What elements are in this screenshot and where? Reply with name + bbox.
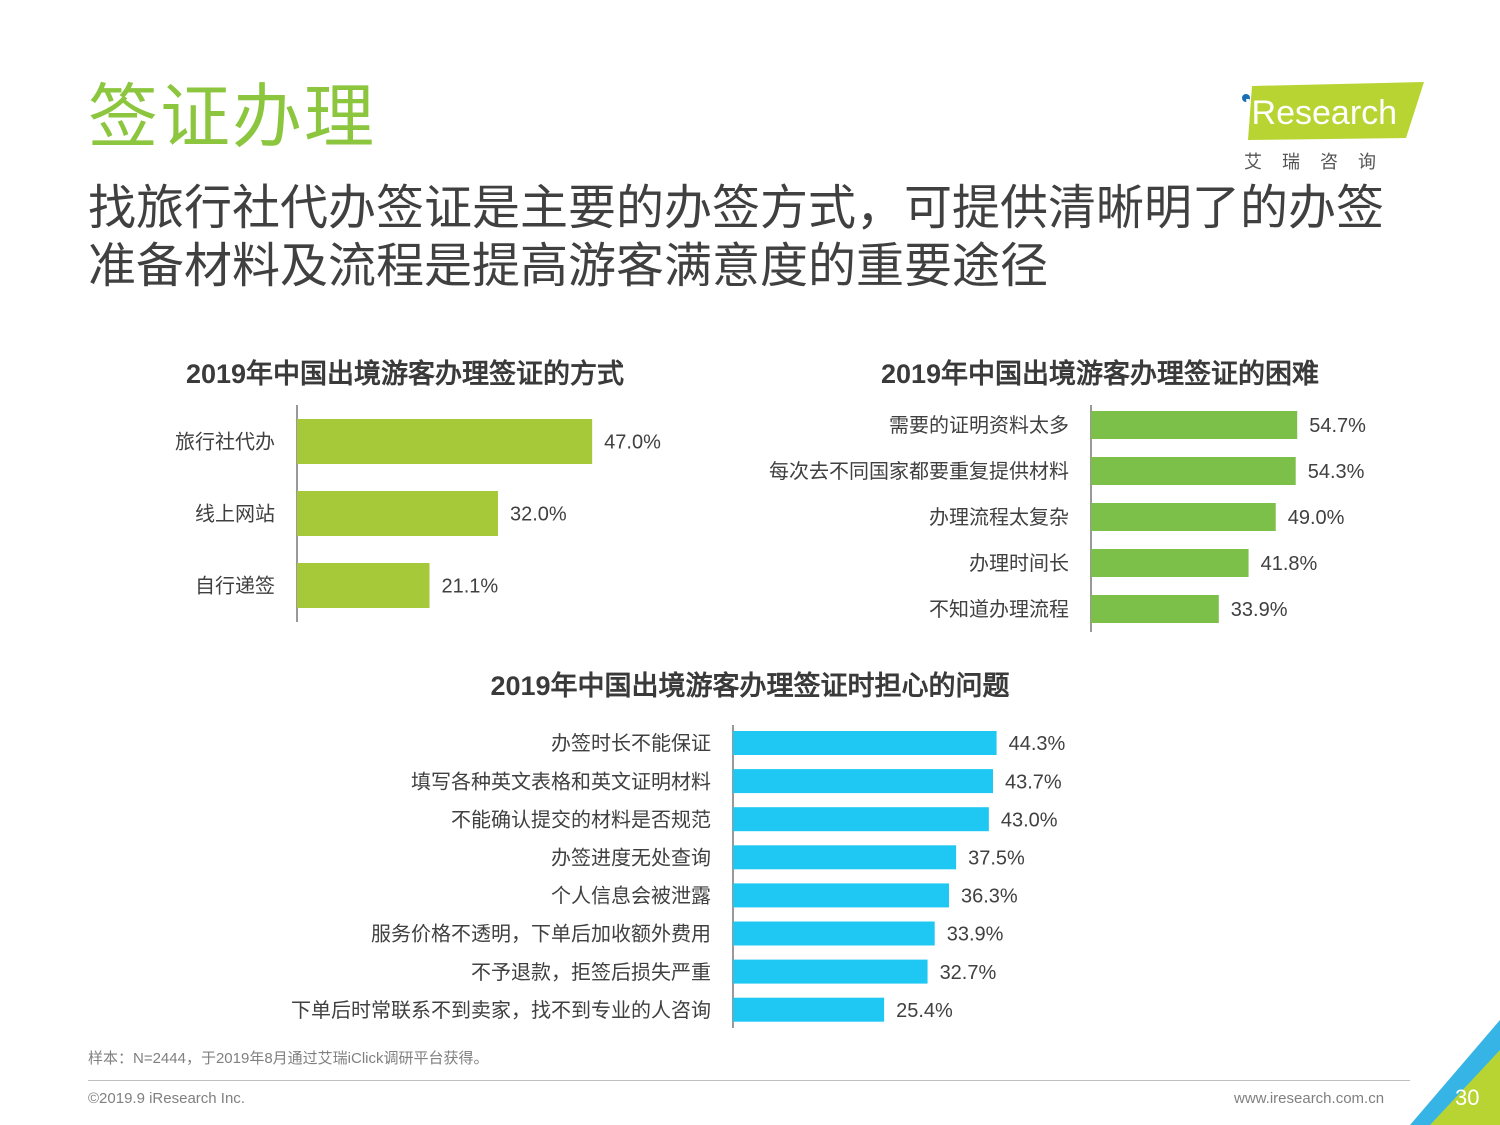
chart3-value-label: 37.5% bbox=[968, 848, 1025, 870]
chart3-category-label: 不能确认提交的材料是否规范 bbox=[451, 808, 711, 831]
chart3-category-label: 下单后时常联系不到卖家，找不到专业的人咨询 bbox=[291, 999, 711, 1022]
chart3-category-label: 个人信息会被泄露 bbox=[551, 885, 711, 908]
chart2-value-label: 54.7% bbox=[1309, 415, 1366, 437]
chart3-value-label: 33.9% bbox=[947, 924, 1004, 946]
chart2-category-label: 需要的证明资料太多 bbox=[889, 414, 1069, 437]
footer-divider bbox=[88, 1080, 1410, 1081]
chart1-category-label: 自行递签 bbox=[195, 575, 275, 598]
chart2-value-label: 41.8% bbox=[1261, 553, 1318, 575]
chart1-bar bbox=[297, 419, 593, 464]
chart1-value-label: 21.1% bbox=[442, 576, 499, 598]
chart2-bar bbox=[1091, 549, 1249, 577]
chart3-bar bbox=[733, 769, 994, 794]
copyright-text: ©2019.9 iResearch Inc. bbox=[88, 1090, 245, 1107]
chart2-plot: 需要的证明资料太多 54.7% 每次去不同国家都要重复提供材料 54.3% 办理流程太复… bbox=[769, 405, 1366, 632]
page-subtitle: 找旅行社代办签证是主要的办签方式，可提供清晰明了的办签准备材料及流程是提高游客满… bbox=[88, 182, 1385, 293]
chart2-bar bbox=[1091, 457, 1296, 485]
chart2-title: 2019年中国出境游客办理签证的困难 bbox=[880, 359, 1320, 389]
iresearch-logo: iResearch bbox=[1242, 82, 1424, 140]
sample-footnote: 样本：N=2444，于2019年8月通过艾瑞iClick调研平台获得。 bbox=[88, 1050, 489, 1067]
chart3-value-label: 25.4% bbox=[896, 1000, 953, 1022]
chart2-category-label: 每次去不同国家都要重复提供材料 bbox=[769, 460, 1069, 483]
chart3-value-label: 43.0% bbox=[1001, 809, 1058, 831]
chart3-bar bbox=[733, 845, 957, 870]
chart1-value-label: 32.0% bbox=[510, 504, 567, 526]
website-link[interactable]: www.iresearch.com.cn bbox=[1234, 1090, 1385, 1107]
chart1-title: 2019年中国出境游客办理签证的方式 bbox=[185, 359, 625, 389]
chart3-category-label: 填写各种英文表格和英文证明材料 bbox=[411, 770, 711, 793]
chart2-category-label: 办理时间长 bbox=[969, 552, 1069, 575]
chart2-bar bbox=[1091, 503, 1276, 531]
chart2-value-label: 49.0% bbox=[1288, 507, 1345, 529]
chart2-bar bbox=[1091, 411, 1298, 439]
chart3-value-label: 43.7% bbox=[1005, 771, 1062, 793]
chart3-bar bbox=[733, 921, 935, 946]
chart3-category-label: 不予退款，拒签后损失严重 bbox=[471, 961, 711, 984]
chart2-value-label: 33.9% bbox=[1231, 599, 1288, 621]
chart3-bar bbox=[733, 731, 997, 755]
chart2-category-label: 不知道办理流程 bbox=[929, 598, 1069, 621]
chart3-value-label: 36.3% bbox=[961, 886, 1018, 908]
chart1-bar bbox=[297, 563, 430, 608]
chart3-category-label: 办签进度无处查询 bbox=[551, 847, 711, 870]
chart1-category-label: 旅行社代办 bbox=[175, 431, 275, 454]
chart3-title: 2019年中国出境游客办理签证时担心的问题 bbox=[490, 671, 1010, 701]
corner-decoration bbox=[1410, 1020, 1500, 1125]
chart2-category-label: 办理流程太复杂 bbox=[929, 506, 1069, 529]
chart3-category-label: 服务价格不透明，下单后加收额外费用 bbox=[371, 923, 711, 946]
chart3-value-label: 44.3% bbox=[1009, 733, 1066, 755]
chart3-category-label: 办签时长不能保证 bbox=[551, 732, 711, 755]
chart3-plot: 办签时长不能保证 44.3% 填写各种英文表格和英文证明材料 43.7% 不能确认提交的… bbox=[291, 725, 1066, 1028]
chart3-value-label: 32.7% bbox=[940, 962, 997, 984]
logo-parallelogram bbox=[1248, 82, 1424, 140]
chart3-bar bbox=[733, 883, 949, 908]
logo-brand-text: iResearch bbox=[1244, 94, 1397, 132]
chart3-bar bbox=[733, 959, 928, 984]
logo-cn-text: 艾瑞咨询 bbox=[1244, 152, 1396, 172]
chart3-bar bbox=[733, 807, 989, 832]
page-number: 30 bbox=[1455, 1085, 1480, 1110]
chart1-category-label: 线上网站 bbox=[195, 503, 275, 526]
page-title: 签证办理 bbox=[88, 78, 376, 156]
corner-green-triangle bbox=[1430, 1050, 1500, 1125]
chart1-bar bbox=[297, 491, 498, 536]
logo-dot bbox=[1242, 94, 1250, 102]
chart1-plot: 旅行社代办 47.0% 线上网站 32.0% 自行递签 21.1% bbox=[175, 405, 661, 622]
chart3-bar bbox=[733, 997, 885, 1022]
chart2-bar bbox=[1091, 595, 1219, 623]
chart1-value-label: 47.0% bbox=[604, 432, 661, 454]
chart2-value-label: 54.3% bbox=[1308, 461, 1365, 483]
